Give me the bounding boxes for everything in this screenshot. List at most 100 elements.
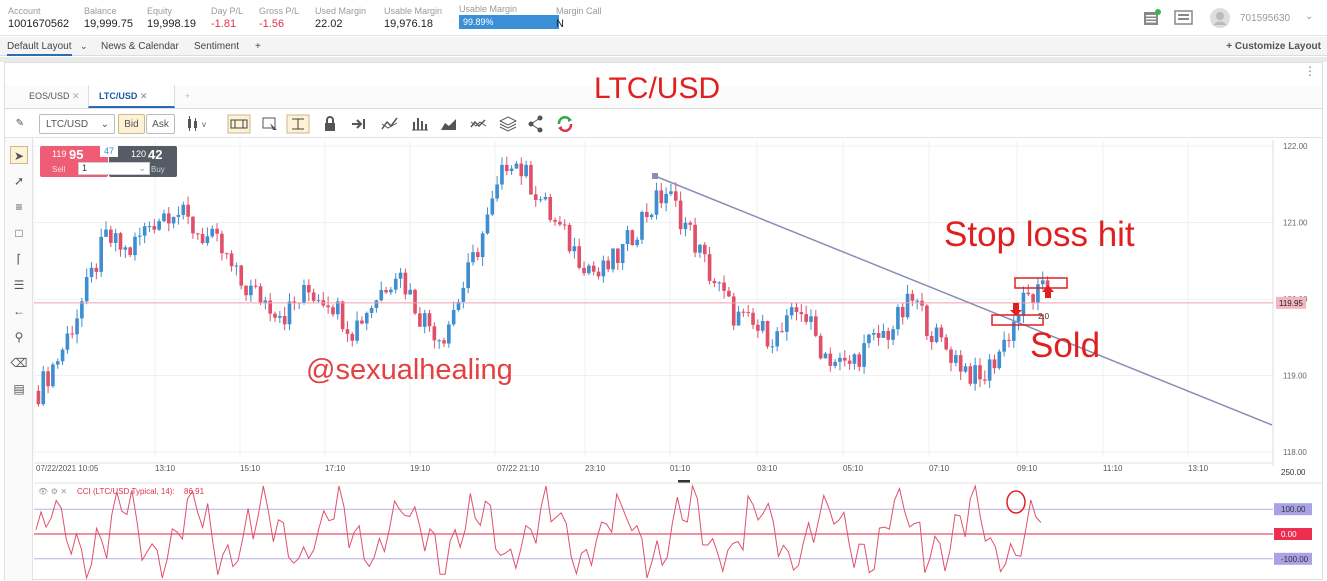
scale-icon[interactable] bbox=[286, 114, 310, 134]
refresh-icon[interactable] bbox=[555, 114, 575, 134]
y-tick-label: 121.00 bbox=[1283, 219, 1308, 228]
indicators-icon[interactable] bbox=[380, 114, 400, 134]
candle bbox=[601, 260, 606, 277]
timeframe-icon[interactable] bbox=[227, 114, 251, 134]
candle bbox=[398, 272, 403, 279]
candle bbox=[963, 366, 968, 372]
candle bbox=[814, 316, 818, 336]
candle bbox=[533, 194, 538, 200]
horizontal-lines-icon[interactable]: ☰ bbox=[13, 278, 25, 292]
candle bbox=[673, 191, 678, 201]
panel-menu-icon[interactable]: ⋮ bbox=[1304, 64, 1316, 78]
indicator-controls-icon[interactable]: 👁 ⚙ ✕ bbox=[38, 487, 67, 496]
x-tick-label: 07/22/2021 10:05 bbox=[36, 464, 99, 473]
pitchfork-tool-icon[interactable]: ⌈ bbox=[16, 252, 22, 266]
candle bbox=[871, 333, 876, 335]
candle bbox=[41, 371, 46, 405]
crosshair-pointer-icon[interactable] bbox=[261, 114, 279, 134]
jump-to-latest-icon[interactable] bbox=[350, 114, 368, 134]
candle bbox=[268, 300, 272, 314]
candle bbox=[558, 221, 562, 225]
candle bbox=[939, 327, 944, 338]
bid-button[interactable]: Bid bbox=[118, 114, 145, 134]
chart-toolbar: ✎ LTC/USD ⌄ Bid Ask v bbox=[5, 110, 1322, 138]
candle bbox=[823, 353, 828, 359]
candle bbox=[118, 233, 123, 250]
close-tab-icon[interactable]: ✕ bbox=[139, 91, 148, 101]
current-price-badge bbox=[1276, 296, 1306, 309]
candle bbox=[84, 277, 89, 302]
cci-tick-label: 100.00 bbox=[1281, 505, 1306, 514]
candle bbox=[437, 340, 441, 342]
candlestick-type-icon[interactable]: v bbox=[185, 114, 211, 134]
candle bbox=[186, 204, 190, 217]
area-chart-icon[interactable] bbox=[439, 114, 459, 134]
trendline-tool-icon[interactable]: ➚ bbox=[13, 174, 25, 188]
volume-bars-icon[interactable] bbox=[411, 114, 429, 134]
equity-stat: Equity 19,998.19 bbox=[147, 6, 196, 30]
compare-icon[interactable] bbox=[469, 114, 489, 134]
candle bbox=[900, 306, 905, 318]
stop-loss-annotation: Stop loss hit bbox=[944, 215, 1135, 254]
layout-tab-default[interactable]: Default Layout bbox=[7, 41, 72, 56]
layout-bar: Default Layout ⌄ News & Calendar Sentime… bbox=[0, 37, 1327, 56]
pane-splitter-handle[interactable] bbox=[678, 480, 690, 483]
fibonacci-tool-icon[interactable]: ≡ bbox=[15, 200, 23, 214]
rectangle-tool-icon[interactable]: □ bbox=[15, 226, 23, 240]
candle bbox=[490, 198, 495, 215]
cursor-icon[interactable]: ➤ bbox=[10, 146, 28, 164]
symbol-select[interactable]: LTC/USD ⌄ bbox=[39, 114, 115, 134]
lock-icon[interactable] bbox=[322, 114, 338, 134]
candle bbox=[683, 222, 688, 230]
y-tick-label: 119.00 bbox=[1283, 372, 1307, 381]
layout-dropdown-chevron-icon[interactable]: ⌄ bbox=[80, 41, 88, 51]
candle bbox=[587, 265, 591, 274]
candle bbox=[770, 346, 775, 348]
pencil-icon[interactable]: ✎ bbox=[15, 118, 25, 129]
close-tab-icon[interactable]: ✕ bbox=[72, 91, 80, 101]
candle bbox=[355, 320, 359, 341]
candle bbox=[99, 236, 103, 272]
candle bbox=[495, 184, 499, 199]
ruler-icon[interactable]: ▤ bbox=[13, 382, 25, 396]
cci-highlight-circle bbox=[1006, 490, 1026, 514]
tab-eos-usd[interactable]: EOS/USD ✕ bbox=[29, 91, 80, 101]
avatar[interactable] bbox=[1209, 7, 1231, 29]
candle bbox=[239, 265, 244, 286]
add-tab-button[interactable]: + bbox=[185, 91, 191, 101]
candle bbox=[514, 163, 519, 169]
user-menu-chevron-icon[interactable]: ⌄ bbox=[1305, 11, 1314, 22]
candle bbox=[171, 216, 176, 224]
candle bbox=[413, 289, 417, 314]
candle bbox=[722, 282, 726, 291]
candle bbox=[393, 278, 398, 290]
add-layout-button[interactable]: + bbox=[255, 41, 261, 52]
messages-icon[interactable] bbox=[1143, 9, 1161, 27]
candle bbox=[123, 247, 128, 250]
trendline-handle[interactable] bbox=[652, 173, 658, 179]
quantity-input[interactable]: 1 ⌄ bbox=[78, 162, 150, 175]
customize-layout-button[interactable]: + Customize Layout bbox=[1226, 41, 1321, 52]
zoom-icon[interactable]: ⚲ bbox=[14, 330, 24, 344]
eraser-icon[interactable]: ⌫ bbox=[10, 356, 28, 370]
candle bbox=[717, 282, 722, 284]
layout-tab-sentiment[interactable]: Sentiment bbox=[194, 41, 240, 52]
candle bbox=[480, 233, 485, 257]
trendline[interactable] bbox=[654, 175, 1273, 426]
share-icon[interactable] bbox=[528, 114, 544, 134]
candle bbox=[335, 301, 340, 315]
news-icon[interactable] bbox=[1174, 10, 1194, 26]
candle bbox=[958, 355, 963, 372]
back-arrow-icon[interactable]: ← bbox=[13, 304, 25, 318]
ask-button[interactable]: Ask bbox=[146, 114, 175, 134]
candle bbox=[838, 357, 842, 362]
layers-icon[interactable] bbox=[499, 114, 517, 134]
candle bbox=[992, 359, 997, 369]
candle bbox=[331, 307, 335, 315]
candle bbox=[640, 211, 644, 240]
tab-ltc-usd[interactable]: LTC/USD ✕ bbox=[88, 85, 175, 108]
candle bbox=[789, 307, 794, 316]
layout-tab-news[interactable]: News & Calendar bbox=[101, 41, 179, 52]
candle bbox=[543, 196, 548, 200]
